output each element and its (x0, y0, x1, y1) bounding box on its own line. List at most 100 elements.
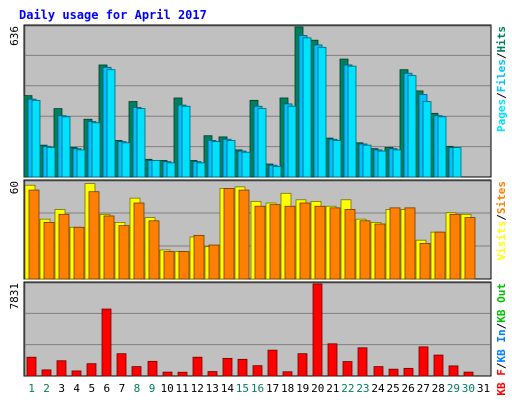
bar-kb-f-day-24 (373, 366, 384, 377)
legend: KB F/KB In/KB Out (495, 283, 508, 396)
x-label-day-12: 12 (191, 382, 204, 395)
bar-kb-f-day-7 (116, 353, 127, 377)
bar-pages-day-22 (347, 65, 357, 178)
bar-pages-day-10 (166, 162, 176, 178)
bar-sites-day-2 (43, 222, 55, 280)
bar-sites-day-26 (404, 207, 416, 280)
legend-entry-visits: Visits (495, 221, 508, 261)
bar-kb-f-day-30 (463, 371, 474, 377)
bar-sites-day-16 (254, 205, 266, 280)
legend-separator: / (495, 362, 508, 369)
bar-sites-day-28 (434, 231, 446, 280)
x-label-day-6: 6 (104, 382, 111, 395)
bar-pages-day-4 (76, 149, 86, 178)
x-axis-day-labels: 1 2 3 4 5 6 7 8 9 10 11 12 13 14 15 16 17 18 19 20 21 22 23 24 2… (28, 382, 490, 395)
bar-kb-f-day-16 (252, 365, 263, 377)
bar-pages-day-20 (317, 46, 327, 178)
bar-sites-day-6 (103, 215, 115, 280)
x-label-day-9: 9 (149, 382, 156, 395)
series-sites (28, 188, 476, 280)
bar-sites-day-1 (28, 189, 40, 280)
x-label-day-13: 13 (206, 382, 219, 395)
bar-kb-f-day-19 (297, 353, 308, 377)
bar-sites-day-29 (449, 213, 461, 280)
bar-pages-day-19 (302, 37, 312, 178)
y-max-label: 636 (8, 26, 21, 46)
bar-kb-f-day-6 (101, 308, 112, 377)
series-kb-f (26, 283, 474, 377)
bar-pages-day-7 (121, 142, 131, 178)
bar-sites-day-19 (299, 202, 311, 280)
x-label-day-5: 5 (88, 382, 95, 395)
bar-sites-day-23 (359, 220, 371, 280)
x-label-day-30: 30 (462, 382, 475, 395)
bar-kb-f-day-22 (342, 361, 353, 377)
bar-kb-f-day-27 (418, 346, 429, 377)
y-max-label: 7831 (8, 283, 21, 310)
x-label-day-7: 7 (119, 382, 126, 395)
bar-sites-day-30 (464, 217, 476, 280)
bar-pages-day-15 (241, 151, 251, 178)
bar-pages-day-17 (272, 165, 282, 178)
x-label-day-8: 8 (134, 382, 141, 395)
bar-sites-day-5 (88, 191, 100, 280)
legend-separator: / (495, 322, 508, 329)
bar-kb-f-day-15 (237, 358, 248, 377)
bar-sites-day-17 (269, 204, 281, 280)
bar-kb-f-day-1 (26, 356, 37, 377)
x-label-day-11: 11 (176, 382, 189, 395)
bar-sites-day-20 (314, 205, 326, 280)
bar-pages-day-25 (392, 149, 402, 178)
bar-kb-f-day-29 (448, 365, 459, 377)
bar-sites-day-4 (73, 226, 85, 280)
bar-pages-day-13 (211, 141, 221, 178)
bar-sites-day-14 (223, 188, 235, 280)
chart-panels: 636Pages/Files/Hits60Visits/Sites7831KB … (8, 24, 508, 396)
bar-pages-day-23 (362, 144, 372, 178)
bar-kb-f-day-5 (86, 363, 97, 377)
bar-sites-day-21 (329, 207, 341, 280)
x-label-day-19: 19 (296, 382, 309, 395)
bar-sites-day-22 (344, 209, 356, 280)
bar-pages-day-11 (181, 105, 191, 178)
bar-kb-f-day-10 (162, 371, 173, 377)
bar-kb-f-day-3 (56, 360, 67, 377)
bar-pages-day-14 (226, 140, 236, 178)
bar-sites-day-11 (178, 251, 190, 280)
bar-kb-f-day-26 (403, 367, 414, 377)
bar-sites-day-7 (118, 225, 130, 280)
x-label-day-25: 25 (386, 382, 399, 395)
x-label-day-29: 29 (447, 382, 460, 395)
legend-separator: / (495, 214, 508, 221)
legend: Visits/Sites (495, 181, 508, 261)
x-label-day-15: 15 (236, 382, 249, 395)
x-label-day-3: 3 (58, 382, 65, 395)
bar-pages-day-18 (287, 105, 297, 178)
bar-kb-f-day-11 (177, 371, 188, 377)
bar-sites-day-25 (389, 207, 401, 280)
bar-pages-day-28 (437, 116, 447, 178)
bar-kb-f-day-4 (71, 370, 82, 377)
bar-kb-f-day-20 (312, 283, 323, 377)
bar-kb-f-day-12 (192, 356, 203, 377)
x-label-day-21: 21 (326, 382, 339, 395)
bar-pages-day-27 (422, 101, 432, 178)
bar-pages-day-8 (136, 108, 146, 178)
x-label-day-4: 4 (73, 382, 80, 395)
bar-sites-day-15 (238, 189, 250, 280)
x-label-day-10: 10 (160, 382, 173, 395)
bar-pages-day-3 (61, 116, 71, 178)
legend-entry-kb-f: KB F (495, 369, 508, 396)
x-label-day-2: 2 (43, 382, 50, 395)
x-label-day-31: 31 (477, 382, 490, 395)
legend-entry-files: Files (495, 59, 508, 92)
bar-kb-f-day-9 (147, 360, 158, 377)
bar-pages-day-1 (31, 99, 41, 178)
bar-sites-day-24 (374, 223, 386, 280)
bar-pages-day-6 (106, 69, 116, 178)
x-label-day-23: 23 (356, 382, 369, 395)
legend-entry-kb-in: KB In (495, 329, 508, 362)
